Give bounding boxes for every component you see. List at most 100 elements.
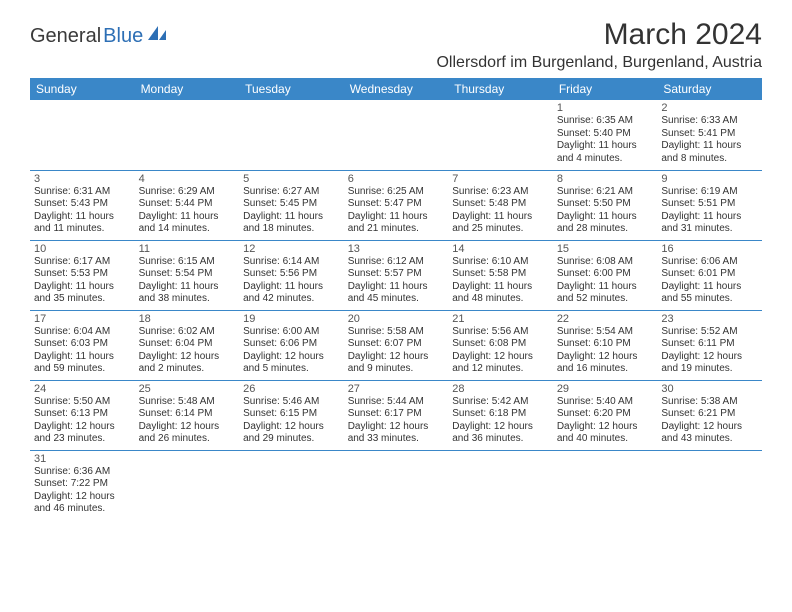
calendar-day-cell: 2Sunrise: 6:33 AMSunset: 5:41 PMDaylight…: [657, 100, 762, 170]
day-detail-line: Sunset: 6:14 PM: [139, 408, 236, 421]
day-detail-line: and 36 minutes.: [452, 433, 549, 446]
calendar-day-cell: 6Sunrise: 6:25 AMSunset: 5:47 PMDaylight…: [344, 170, 449, 240]
weekday-header: Sunday: [30, 78, 135, 100]
day-number: 31: [34, 453, 131, 465]
day-detail-line: Daylight: 12 hours: [348, 421, 445, 434]
day-details: Sunrise: 6:31 AMSunset: 5:43 PMDaylight:…: [34, 186, 131, 236]
day-detail-line: Daylight: 12 hours: [139, 421, 236, 434]
weekday-header: Monday: [135, 78, 240, 100]
calendar-week-row: 24Sunrise: 5:50 AMSunset: 6:13 PMDayligh…: [30, 380, 762, 450]
day-number: 30: [661, 383, 758, 395]
calendar-empty-cell: [448, 100, 553, 170]
day-details: Sunrise: 5:50 AMSunset: 6:13 PMDaylight:…: [34, 396, 131, 446]
day-detail-line: Daylight: 11 hours: [348, 211, 445, 224]
day-detail-line: Sunrise: 5:46 AM: [243, 396, 340, 409]
calendar-day-cell: 19Sunrise: 6:00 AMSunset: 6:06 PMDayligh…: [239, 310, 344, 380]
day-detail-line: and 26 minutes.: [139, 433, 236, 446]
day-detail-line: Daylight: 12 hours: [243, 421, 340, 434]
day-number: 23: [661, 313, 758, 325]
day-detail-line: Sunset: 5:41 PM: [661, 128, 758, 141]
location: Ollersdorf im Burgenland, Burgenland, Au…: [436, 54, 762, 72]
day-detail-line: Sunset: 6:00 PM: [557, 268, 654, 281]
calendar-day-cell: 5Sunrise: 6:27 AMSunset: 5:45 PMDaylight…: [239, 170, 344, 240]
day-details: Sunrise: 5:38 AMSunset: 6:21 PMDaylight:…: [661, 396, 758, 446]
day-detail-line: Sunrise: 5:56 AM: [452, 326, 549, 339]
day-detail-line: Daylight: 12 hours: [557, 351, 654, 364]
weekday-header: Tuesday: [239, 78, 344, 100]
day-detail-line: Sunset: 5:53 PM: [34, 268, 131, 281]
day-detail-line: Sunset: 6:15 PM: [243, 408, 340, 421]
calendar-empty-cell: [344, 450, 449, 520]
day-detail-line: Sunset: 6:08 PM: [452, 338, 549, 351]
day-detail-line: and 4 minutes.: [557, 153, 654, 166]
day-detail-line: and 21 minutes.: [348, 223, 445, 236]
calendar-day-cell: 23Sunrise: 5:52 AMSunset: 6:11 PMDayligh…: [657, 310, 762, 380]
logo-sail-icon: [146, 24, 168, 48]
day-detail-line: Sunrise: 6:25 AM: [348, 186, 445, 199]
calendar-week-row: 10Sunrise: 6:17 AMSunset: 5:53 PMDayligh…: [30, 240, 762, 310]
calendar-day-cell: 29Sunrise: 5:40 AMSunset: 6:20 PMDayligh…: [553, 380, 658, 450]
day-detail-line: and 29 minutes.: [243, 433, 340, 446]
day-detail-line: Sunrise: 6:15 AM: [139, 256, 236, 269]
day-details: Sunrise: 6:15 AMSunset: 5:54 PMDaylight:…: [139, 256, 236, 306]
day-details: Sunrise: 6:19 AMSunset: 5:51 PMDaylight:…: [661, 186, 758, 236]
day-detail-line: Sunset: 6:11 PM: [661, 338, 758, 351]
day-detail-line: Sunrise: 6:06 AM: [661, 256, 758, 269]
day-detail-line: Sunrise: 6:04 AM: [34, 326, 131, 339]
day-detail-line: Sunrise: 6:29 AM: [139, 186, 236, 199]
calendar-day-cell: 31Sunrise: 6:36 AMSunset: 7:22 PMDayligh…: [30, 450, 135, 520]
logo-text-blue: Blue: [103, 25, 143, 48]
weekday-header-row: SundayMondayTuesdayWednesdayThursdayFrid…: [30, 78, 762, 100]
weekday-header: Saturday: [657, 78, 762, 100]
calendar-empty-cell: [135, 450, 240, 520]
weekday-header: Wednesday: [344, 78, 449, 100]
day-details: Sunrise: 6:35 AMSunset: 5:40 PMDaylight:…: [557, 115, 654, 165]
day-detail-line: and 2 minutes.: [139, 363, 236, 376]
day-details: Sunrise: 6:06 AMSunset: 6:01 PMDaylight:…: [661, 256, 758, 306]
day-detail-line: and 52 minutes.: [557, 293, 654, 306]
day-number: 3: [34, 173, 131, 185]
calendar-page: General Blue March 2024 Ollersdorf im Bu…: [0, 0, 792, 530]
day-detail-line: Sunset: 5:40 PM: [557, 128, 654, 141]
day-detail-line: and 55 minutes.: [661, 293, 758, 306]
day-number: 21: [452, 313, 549, 325]
day-detail-line: Daylight: 11 hours: [243, 211, 340, 224]
day-detail-line: Daylight: 12 hours: [34, 491, 131, 504]
day-detail-line: and 9 minutes.: [348, 363, 445, 376]
day-detail-line: Sunset: 6:04 PM: [139, 338, 236, 351]
day-number: 8: [557, 173, 654, 185]
day-detail-line: and 12 minutes.: [452, 363, 549, 376]
day-number: 24: [34, 383, 131, 395]
day-number: 20: [348, 313, 445, 325]
day-detail-line: Sunrise: 6:12 AM: [348, 256, 445, 269]
day-details: Sunrise: 6:21 AMSunset: 5:50 PMDaylight:…: [557, 186, 654, 236]
calendar-empty-cell: [657, 450, 762, 520]
day-number: 25: [139, 383, 236, 395]
day-detail-line: Daylight: 11 hours: [452, 281, 549, 294]
day-detail-line: Sunrise: 5:48 AM: [139, 396, 236, 409]
day-details: Sunrise: 5:48 AMSunset: 6:14 PMDaylight:…: [139, 396, 236, 446]
day-detail-line: Sunrise: 6:27 AM: [243, 186, 340, 199]
calendar-day-cell: 11Sunrise: 6:15 AMSunset: 5:54 PMDayligh…: [135, 240, 240, 310]
day-detail-line: Daylight: 11 hours: [452, 211, 549, 224]
calendar-day-cell: 30Sunrise: 5:38 AMSunset: 6:21 PMDayligh…: [657, 380, 762, 450]
day-details: Sunrise: 6:00 AMSunset: 6:06 PMDaylight:…: [243, 326, 340, 376]
calendar-day-cell: 12Sunrise: 6:14 AMSunset: 5:56 PMDayligh…: [239, 240, 344, 310]
day-number: 19: [243, 313, 340, 325]
day-detail-line: Daylight: 12 hours: [557, 421, 654, 434]
day-number: 4: [139, 173, 236, 185]
day-detail-line: Daylight: 12 hours: [661, 351, 758, 364]
day-detail-line: and 11 minutes.: [34, 223, 131, 236]
day-detail-line: and 48 minutes.: [452, 293, 549, 306]
day-details: Sunrise: 6:10 AMSunset: 5:58 PMDaylight:…: [452, 256, 549, 306]
day-detail-line: Sunset: 6:03 PM: [34, 338, 131, 351]
calendar-day-cell: 14Sunrise: 6:10 AMSunset: 5:58 PMDayligh…: [448, 240, 553, 310]
calendar-week-row: 3Sunrise: 6:31 AMSunset: 5:43 PMDaylight…: [30, 170, 762, 240]
calendar-day-cell: 4Sunrise: 6:29 AMSunset: 5:44 PMDaylight…: [135, 170, 240, 240]
calendar-day-cell: 8Sunrise: 6:21 AMSunset: 5:50 PMDaylight…: [553, 170, 658, 240]
day-details: Sunrise: 5:56 AMSunset: 6:08 PMDaylight:…: [452, 326, 549, 376]
day-detail-line: Daylight: 11 hours: [661, 211, 758, 224]
day-detail-line: Daylight: 11 hours: [34, 351, 131, 364]
day-detail-line: and 42 minutes.: [243, 293, 340, 306]
day-number: 5: [243, 173, 340, 185]
